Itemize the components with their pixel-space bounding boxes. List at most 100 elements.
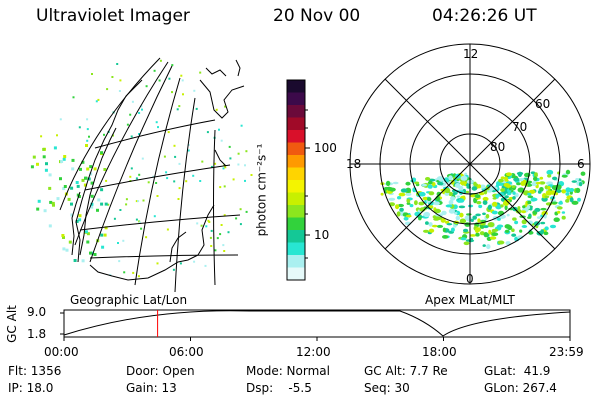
colorbar-unit-label: photon cm⁻²s⁻¹: [254, 143, 269, 237]
emission-dot: [522, 205, 526, 209]
emission-dot: [158, 79, 161, 82]
emission-dot: [385, 180, 391, 187]
right-map-caption: Apex MLat/MLT: [425, 293, 515, 307]
colorbar-segment: [287, 205, 305, 218]
emission-dot: [78, 214, 82, 218]
emission-dot: [237, 163, 240, 166]
emission-dot: [421, 183, 427, 187]
emission-dot: [527, 195, 534, 199]
emission-dot: [104, 202, 108, 206]
emission-dot: [547, 174, 552, 178]
colorbar-segment: [287, 242, 305, 256]
emission-dot: [51, 201, 55, 205]
emission-dot: [543, 231, 549, 236]
emission-dot: [172, 268, 175, 271]
emission-dot: [118, 90, 121, 92]
emission-dot: [138, 173, 141, 176]
emission-dot: [527, 220, 533, 225]
emission-dot: [123, 271, 126, 274]
emission-dot: [219, 233, 222, 236]
emission-dot: [71, 158, 75, 162]
emission-dot: [220, 139, 223, 142]
emission-dot: [491, 228, 499, 232]
aurora-emission-dots-left: [30, 59, 253, 278]
emission-dot: [53, 146, 57, 150]
colorbar-segment: [287, 267, 305, 281]
emission-dot: [500, 176, 505, 180]
emission-dot: [117, 242, 119, 244]
emission-dot: [156, 262, 159, 265]
emission-dot: [482, 200, 488, 206]
emission-dot: [70, 213, 74, 217]
emission-dot: [427, 197, 432, 202]
emission-dot: [514, 220, 519, 225]
emission-dot: [397, 203, 404, 208]
emission-dot: [565, 199, 570, 203]
emission-dot: [470, 218, 474, 222]
emission-dot: [561, 211, 566, 214]
emission-dot: [578, 182, 583, 187]
emission-dot: [43, 209, 47, 213]
emission-dot: [450, 196, 456, 201]
emission-dot: [90, 181, 94, 185]
emission-dot: [245, 210, 248, 213]
colorbar-tick-10: 10: [314, 228, 330, 242]
emission-dot: [477, 184, 482, 189]
emission-dot: [425, 221, 429, 225]
emission-dot: [427, 180, 433, 185]
coastline: [71, 59, 245, 281]
emission-dot: [222, 167, 225, 170]
emission-dot: [91, 73, 93, 75]
emission-dot: [558, 201, 563, 205]
emission-dot: [455, 215, 460, 221]
emission-dot: [517, 235, 524, 240]
emission-dot: [482, 244, 486, 247]
emission-dot: [423, 229, 429, 233]
emission-dot: [505, 172, 512, 177]
emission-dot: [185, 180, 188, 183]
emission-dot: [444, 187, 451, 194]
emission-dot: [122, 239, 125, 242]
emission-dot: [219, 186, 222, 189]
emission-dot: [68, 240, 72, 244]
emission-dot: [130, 167, 133, 170]
emission-dot: [119, 79, 122, 82]
emission-dot: [399, 207, 404, 212]
emission-dot: [571, 180, 577, 183]
emission-dot: [223, 185, 226, 188]
emission-dot: [458, 205, 466, 209]
emission-dot: [380, 192, 384, 196]
colorbar-segment: [287, 92, 305, 106]
emission-dot: [71, 167, 75, 171]
emission-dot: [88, 135, 90, 138]
emission-dot: [521, 225, 528, 228]
emission-dot: [45, 162, 48, 166]
emission-dot: [107, 203, 110, 206]
emission-dot: [216, 237, 219, 240]
emission-dot: [97, 98, 100, 101]
emission-dot: [456, 195, 461, 198]
emission-dot: [552, 176, 558, 181]
emission-dot: [537, 216, 541, 219]
emission-dot: [418, 201, 425, 206]
emission-dot: [166, 228, 169, 231]
emission-dot: [90, 205, 94, 209]
emission-dot: [414, 181, 420, 185]
emission-dot: [511, 228, 515, 232]
emission-dot: [199, 71, 202, 74]
emission-dot: [476, 201, 482, 205]
emission-dot: [517, 171, 523, 177]
emission-dot: [89, 172, 93, 176]
colorbar-segment: [287, 117, 305, 131]
emission-dot: [571, 200, 579, 205]
emission-dot: [138, 112, 141, 114]
polar-map: [349, 43, 591, 285]
emission-dot: [500, 188, 505, 192]
emission-dot: [392, 181, 399, 185]
emission-dot: [145, 85, 148, 88]
emission-dot: [544, 226, 549, 231]
emission-dot: [153, 215, 156, 218]
emission-dot: [460, 175, 468, 181]
emission-dot: [79, 167, 82, 171]
